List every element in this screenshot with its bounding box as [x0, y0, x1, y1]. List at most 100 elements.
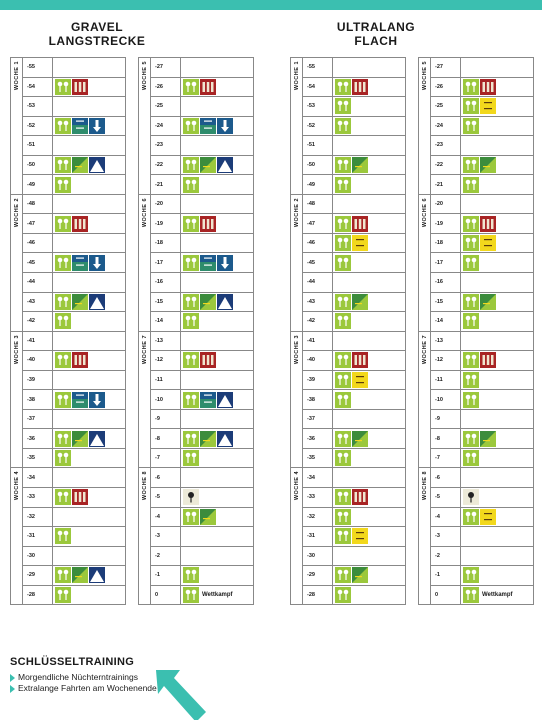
morning-training-icon [183, 293, 199, 310]
day-number: -16 [430, 272, 461, 293]
morning-training-icon [183, 450, 199, 467]
strength-training-icon [352, 489, 368, 506]
interval-training-icon [200, 117, 216, 134]
day-number: -12 [430, 350, 461, 371]
table-row: -42 [11, 311, 126, 332]
training-cell [332, 526, 406, 547]
day-number: -35 [22, 447, 53, 469]
day-number: -11 [150, 369, 181, 391]
day-number: -47 [22, 213, 53, 234]
morning-training-icon [335, 489, 351, 506]
training-cell [460, 526, 534, 547]
training-cell [332, 487, 406, 508]
training-cell [180, 291, 254, 313]
morning-training-icon [55, 391, 71, 408]
table-row: -22 [419, 154, 534, 176]
training-cell [460, 506, 534, 528]
day-number: -28 [302, 584, 333, 606]
training-cell [52, 96, 126, 117]
morning-training-icon [335, 98, 351, 115]
day-number: -36 [22, 428, 53, 449]
day-number: -39 [22, 369, 53, 391]
training-cell [180, 76, 254, 98]
table-row: WOCHE 6 -20 [418, 193, 534, 332]
week-label-cell: WOCHE 5 [138, 57, 151, 195]
training-cell [180, 57, 254, 78]
day-number: -15 [150, 291, 181, 313]
long-ride-icon [200, 157, 216, 173]
table-row: -24 [419, 115, 534, 137]
training-cell [332, 447, 406, 469]
training-cell [460, 369, 534, 391]
table-row: -40 [11, 350, 126, 371]
morning-training-icon [335, 254, 351, 271]
day-number: -32 [22, 506, 53, 528]
table-row: -38 [11, 389, 126, 410]
training-cell [52, 447, 126, 469]
day-number: -32 [302, 506, 333, 528]
morning-training-icon [335, 528, 351, 545]
morning-training-icon [335, 508, 351, 525]
day-number: -39 [302, 369, 333, 391]
table-row: -17 [419, 252, 534, 274]
training-cell [180, 350, 254, 371]
training-cell [180, 389, 254, 410]
long-ride-icon [480, 430, 496, 447]
morning-training-icon [335, 352, 351, 369]
morning-training-icon [463, 235, 479, 252]
day-number: -25 [150, 96, 181, 117]
day-number: -46 [302, 232, 333, 254]
morning-training-icon [463, 98, 479, 115]
day-number: -43 [22, 291, 53, 313]
training-cell [332, 408, 406, 430]
interval-training-icon [72, 254, 88, 271]
interval-training-icon [200, 254, 216, 271]
day-number: -31 [22, 526, 53, 547]
plan-title: ULTRALANG FLACH [316, 20, 436, 48]
training-cell [332, 135, 406, 156]
week-label-cell: WOCHE 6 [138, 193, 151, 332]
strength-training-icon [72, 78, 88, 95]
table-row: -32 [11, 506, 126, 528]
day-number: -31 [302, 526, 333, 547]
training-cell [460, 565, 534, 586]
morning-training-icon [463, 293, 479, 310]
morning-training-icon [55, 352, 71, 369]
legend-item-label: Morgendliche Nüchterntrainings [18, 672, 139, 682]
table-row: -54 [291, 76, 406, 98]
morning-training-icon [463, 430, 479, 447]
week-label-cell: WOCHE 4 [10, 467, 23, 606]
training-cell [52, 467, 126, 489]
long-ride-icon [200, 293, 216, 310]
week-label-cell: WOCHE 8 [418, 467, 431, 606]
training-cell [180, 154, 254, 176]
table-row: -4 [139, 506, 254, 528]
training-cell [332, 291, 406, 313]
table-row: WOCHE 7 -13 [138, 330, 254, 469]
strength-training-icon [352, 78, 368, 95]
training-cell [180, 447, 254, 469]
day-number: -33 [22, 487, 53, 508]
table-row: -5 [139, 487, 254, 508]
table-row: WOCHE 6 -20 [138, 193, 254, 332]
day-number: -4 [150, 506, 181, 528]
week-label-cell: WOCHE 2 [290, 193, 303, 332]
table-row: -28 [11, 584, 126, 606]
table-row: -47 [291, 213, 406, 234]
training-cell [52, 252, 126, 274]
training-cell [332, 428, 406, 449]
day-number: -48 [22, 193, 53, 215]
training-cell [460, 545, 534, 567]
training-cell [460, 135, 534, 156]
day-number: -17 [150, 252, 181, 274]
table-row: -25 [419, 96, 534, 117]
training-cell [180, 330, 254, 352]
day-number: -53 [302, 96, 333, 117]
tempo-training-icon [480, 98, 496, 115]
day-number: -27 [430, 57, 461, 78]
day-number: -24 [150, 115, 181, 137]
day-number: -10 [430, 389, 461, 410]
rest-day-icon [463, 489, 479, 506]
table-row: -52 [291, 115, 406, 137]
table-row: -39 [11, 369, 126, 391]
